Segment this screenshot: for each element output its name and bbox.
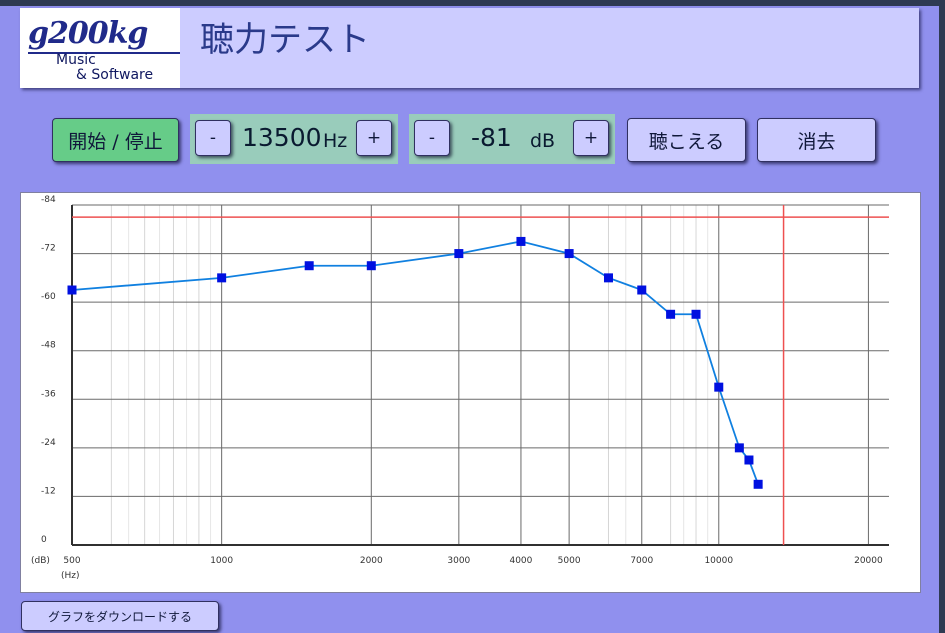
x-tick-label: 20000 [854, 556, 883, 566]
frequency-value: 13500 [242, 123, 322, 152]
y-tick-label: -60 [41, 292, 56, 302]
data-point [217, 273, 227, 283]
audiogram-chart[interactable]: 0 -12 -24 -36 -48 -60 -72 -84 500 1000 2000 3000 40… [20, 192, 921, 593]
logo-subtitle-software: & Software [76, 67, 154, 83]
data-point [366, 261, 376, 271]
major-gridlines [71, 205, 869, 545]
download-graph-button[interactable]: グラフをダウンロードする [21, 601, 219, 631]
data-point [516, 236, 526, 246]
data-point [753, 479, 763, 489]
level-unit: dB [530, 130, 556, 152]
minor-gridlines [110, 205, 709, 545]
x-tick-label: 4000 [509, 556, 532, 566]
logo-subtitle-music: Music [56, 52, 96, 68]
data-point [603, 273, 613, 283]
level-value: -81 [471, 123, 512, 152]
x-tick-label: 10000 [704, 556, 733, 566]
y-tick-label: 0 [41, 535, 47, 545]
data-point [637, 285, 647, 295]
x-tick-label: 2000 [360, 556, 383, 566]
data-point [714, 382, 724, 392]
header-bar: g200kg Music & Software 聴力テスト [20, 8, 919, 88]
y-tick-labels: 0 -12 -24 -36 -48 -60 -72 -84 [41, 195, 56, 545]
window-frame-right [939, 0, 945, 633]
x-tick-labels: 500 1000 2000 3000 4000 5000 7000 10000 20000 (dB… [31, 556, 883, 581]
y-tick-label: -72 [41, 244, 56, 254]
logo-wordmark: g200kg [28, 16, 148, 51]
level-control: - -81 dB + [409, 114, 615, 164]
frequency-decrease-button[interactable]: - [195, 120, 231, 156]
level-gridlines [72, 204, 889, 546]
y-tick-label: -48 [41, 341, 56, 351]
x-tick-label: 3000 [447, 556, 470, 566]
g200kg-logo[interactable]: g200kg Music & Software [20, 8, 180, 88]
x-tick-label: 7000 [630, 556, 653, 566]
data-point [666, 309, 676, 319]
frequency-control: - 13500 Hz + [190, 114, 398, 164]
x-unit-label: (Hz) [61, 571, 80, 581]
axes [71, 205, 889, 546]
x-tick-label: 1000 [210, 556, 233, 566]
logo-underline [28, 52, 180, 54]
page-title: 聴力テスト [200, 20, 370, 60]
data-point [454, 249, 464, 259]
level-decrease-button[interactable]: - [414, 120, 450, 156]
data-point [564, 249, 574, 259]
data-point [67, 285, 77, 295]
window-frame-top [0, 0, 945, 6]
heard-button[interactable]: 聴こえる [627, 118, 746, 162]
y-unit-label: (dB) [31, 556, 50, 566]
level-increase-button[interactable]: + [573, 120, 609, 156]
data-point [744, 455, 754, 465]
hearing-series [67, 236, 763, 489]
y-tick-label: -12 [41, 486, 56, 496]
y-tick-label: -36 [41, 389, 56, 399]
cursor-lines [72, 205, 889, 545]
data-point [691, 309, 701, 319]
data-point [304, 261, 314, 271]
clear-button[interactable]: 消去 [757, 118, 876, 162]
frequency-increase-button[interactable]: + [356, 120, 392, 156]
audiogram-svg: 0 -12 -24 -36 -48 -60 -72 -84 500 1000 2000 3000 40… [31, 195, 889, 581]
data-point [734, 443, 744, 453]
x-tick-label: 500 [63, 556, 80, 566]
start-stop-button[interactable]: 開始 / 停止 [52, 118, 179, 162]
y-tick-label: -84 [41, 195, 56, 205]
frequency-unit: Hz [323, 130, 348, 152]
y-tick-label: -24 [41, 438, 56, 448]
x-tick-label: 5000 [558, 556, 581, 566]
